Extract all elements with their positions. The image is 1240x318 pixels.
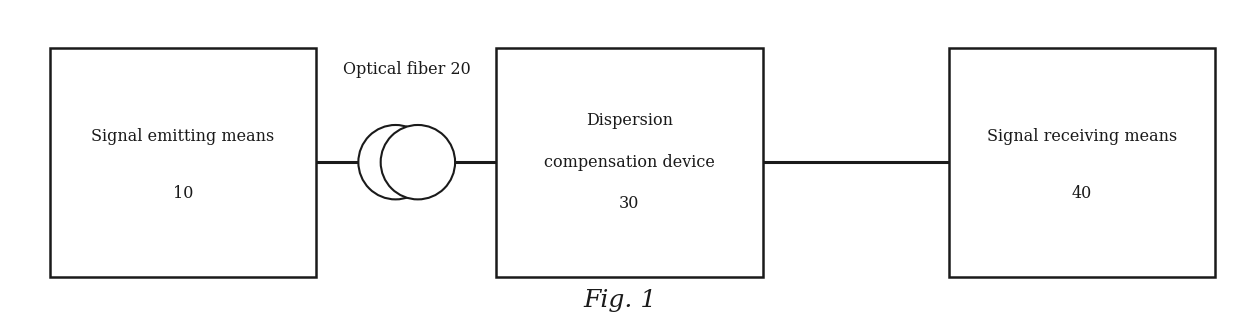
Bar bbox=[50, 48, 316, 277]
Text: Fig. 1: Fig. 1 bbox=[583, 289, 657, 312]
Text: Signal emitting means: Signal emitting means bbox=[92, 128, 274, 145]
Text: Dispersion: Dispersion bbox=[585, 112, 673, 129]
Text: 10: 10 bbox=[172, 185, 193, 203]
Ellipse shape bbox=[358, 125, 433, 199]
Text: 40: 40 bbox=[1071, 185, 1092, 203]
Text: 30: 30 bbox=[619, 195, 640, 212]
Text: Optical fiber 20: Optical fiber 20 bbox=[342, 61, 471, 79]
Bar bbox=[949, 48, 1215, 277]
Ellipse shape bbox=[381, 125, 455, 199]
Text: compensation device: compensation device bbox=[544, 154, 714, 171]
Bar bbox=[496, 48, 763, 277]
Text: Signal receiving means: Signal receiving means bbox=[987, 128, 1177, 145]
